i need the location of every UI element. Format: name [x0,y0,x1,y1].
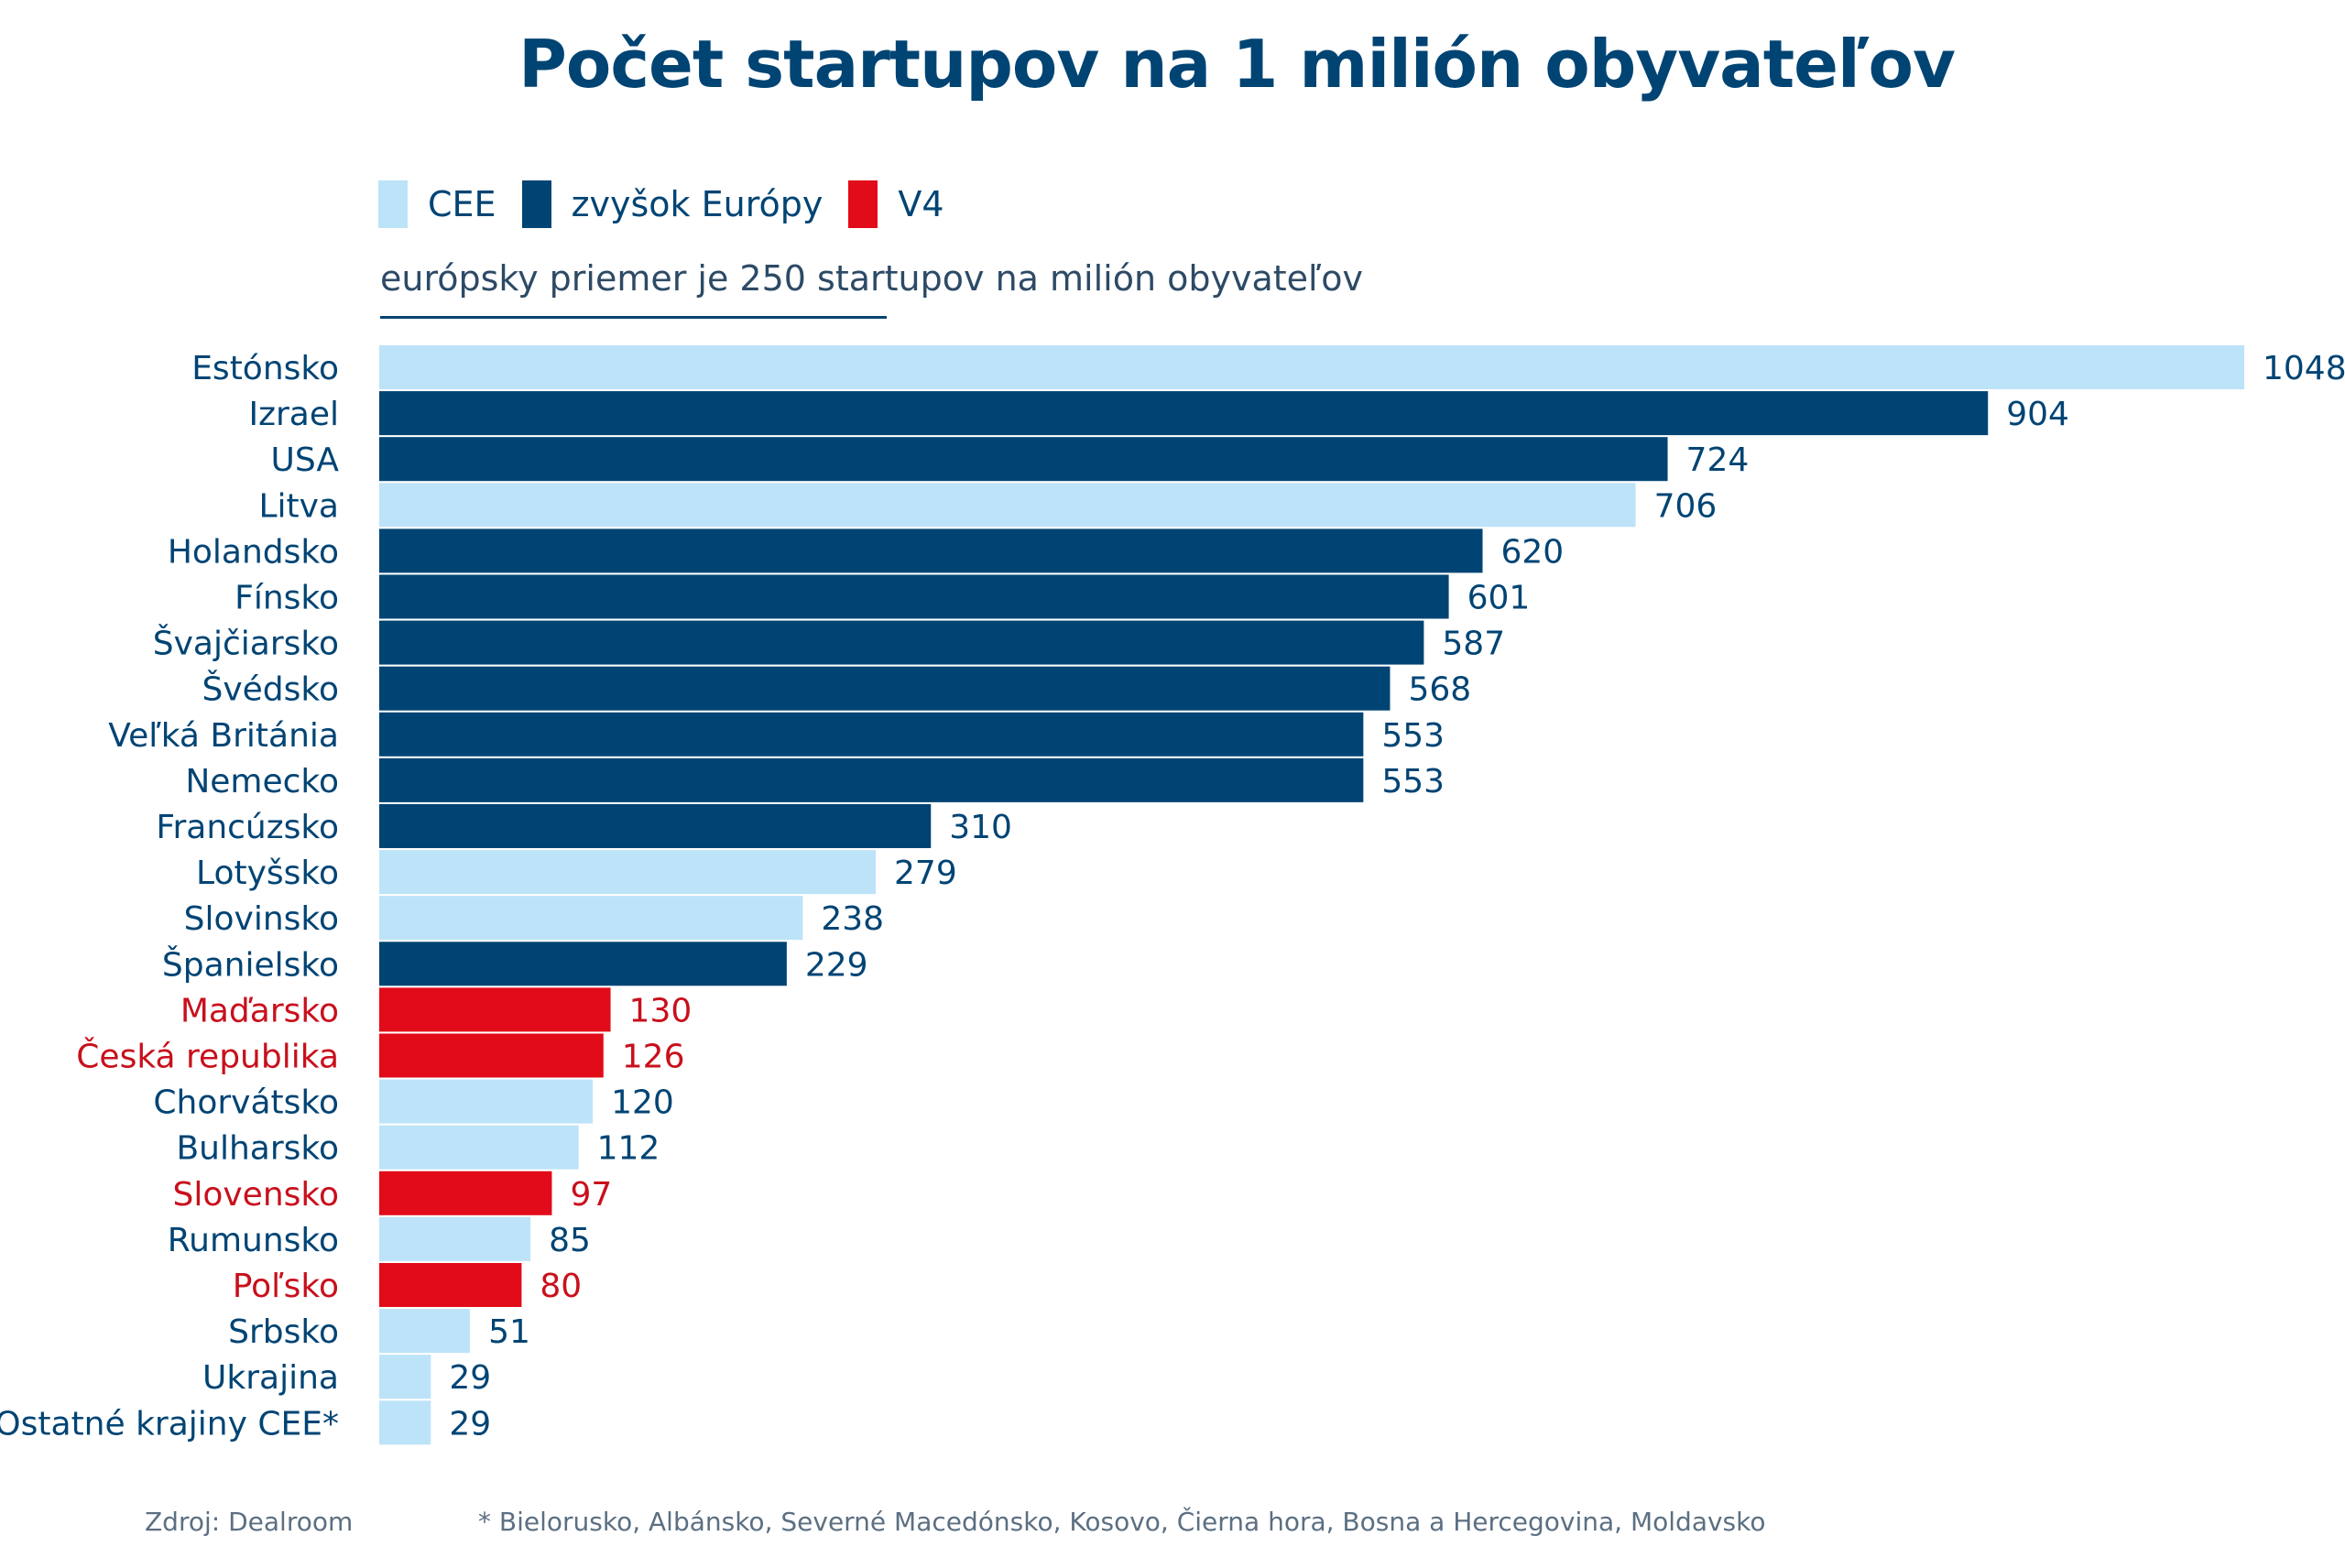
value-label-holandsko: 620 [1501,533,1565,571]
bar-nemecko [379,757,1364,802]
category-label-nemecko: Nemecko [185,763,339,800]
bar-ostatne-krajiny-cee [379,1400,431,1445]
value-label-estonsko: 1048 [2263,350,2345,387]
note-underline [380,316,887,319]
bar-bulharsko [379,1125,579,1170]
category-label-svajciarsko: Švajčiarsko [153,625,339,663]
value-label-polsko: 80 [540,1268,582,1305]
bar-slovensko [379,1171,552,1215]
category-label-slovinsko: Slovinsko [184,900,339,938]
value-label-lotyssko: 279 [894,855,957,892]
category-label-lotyssko: Lotyšsko [196,855,339,892]
bar-finsko [379,574,1449,619]
bar-ceska-republika [379,1033,604,1078]
legend-label-v4: V4 [898,184,944,224]
bar-madarsko [379,987,611,1032]
category-label-srbsko: Srbsko [228,1313,339,1351]
category-label-rumunsko: Rumunsko [168,1222,339,1259]
category-label-finsko: Fínsko [234,580,339,617]
category-label-svedsko: Švédsko [202,670,339,709]
category-label-chorvatsko: Chorvátsko [153,1084,339,1122]
category-label-holandsko: Holandsko [168,533,339,571]
legend-label-rest-of-europe: zvyšok Európy [571,184,823,224]
category-label-estonsko: Estónsko [191,350,339,387]
value-label-srbsko: 51 [488,1313,530,1351]
value-label-litva: 706 [1654,487,1718,525]
value-label-madarsko: 130 [629,992,693,1029]
chart-title: Počet startupov na 1 milión obyvateľov [518,26,1956,103]
bar-spanielsko [379,942,787,986]
value-label-slovensko: 97 [570,1176,612,1214]
bar-izrael [379,391,1989,436]
bar-polsko [379,1263,522,1307]
value-label-svedsko: 568 [1408,671,1471,709]
source-note: Zdroj: Dealroom [145,1507,354,1537]
value-label-nemecko: 553 [1381,763,1445,800]
category-label-polsko: Poľsko [233,1268,339,1305]
value-label-velka-britania: 553 [1381,717,1445,755]
value-label-bulharsko: 112 [597,1130,660,1168]
european-average-note: európsky priemer je 250 startupov na mil… [380,258,1364,299]
category-label-spanielsko: Španielsko [162,945,339,984]
bar-litva [379,483,1636,528]
bar-francuzsko [379,804,932,848]
bar-svedsko [379,666,1391,711]
bar-chorvatsko [379,1079,594,1124]
category-label-usa: USA [271,441,340,479]
value-label-izrael: 904 [2006,396,2069,433]
bar-rumunsko [379,1216,531,1261]
category-label-litva: Litva [258,487,339,525]
value-label-rumunsko: 85 [549,1222,591,1259]
category-label-ostatne-krajiny-cee: Ostatné krajiny CEE* [0,1405,339,1443]
legend-item-rest-of-europe: zvyšok Európy [521,180,823,228]
bar-velka-britania [379,712,1364,757]
value-label-ceska-republika: 126 [622,1039,685,1076]
value-label-spanielsko: 229 [805,946,868,984]
value-label-slovinsko: 238 [821,900,884,938]
category-label-slovensko: Slovensko [173,1176,340,1214]
category-label-izrael: Izrael [248,396,339,433]
value-label-svajciarsko: 587 [1442,626,1505,663]
legend-label-cee: CEE [428,184,496,224]
category-label-ukrajina: Ukrajina [202,1359,339,1397]
legend-item-cee: CEE [378,180,496,228]
legend-swatch-v4 [848,180,878,228]
bar-lotyssko [379,850,877,895]
category-label-madarsko: Maďarsko [180,992,339,1029]
category-label-velka-britania: Veľká Británia [108,717,339,755]
bar-holandsko [379,528,1483,573]
category-label-francuzsko: Francúzsko [156,809,339,846]
value-label-francuzsko: 310 [949,809,1012,846]
legend-swatch-cee [378,180,408,228]
category-label-ceska-republika: Česká republika [76,1038,339,1076]
legend: CEE zvyšok Európy V4 [378,179,970,230]
value-label-ukrajina: 29 [449,1359,491,1397]
bar-ukrajina [379,1355,431,1399]
value-label-ostatne-krajiny-cee: 29 [449,1405,491,1443]
bar-usa [379,437,1668,482]
bar-slovinsko [379,896,803,941]
bar-svajciarsko [379,620,1424,665]
category-label-bulharsko: Bulharsko [176,1130,339,1168]
legend-swatch-rest-of-europe [521,180,551,228]
bar-srbsko [379,1309,471,1354]
legend-item-v4: V4 [848,180,944,228]
bar-estonsko [379,345,2244,389]
footnote: * Bielorusko, Albánsko, Severné Macedóns… [478,1507,1766,1537]
value-label-usa: 724 [1686,441,1750,479]
value-label-chorvatsko: 120 [611,1084,674,1122]
value-label-finsko: 601 [1467,580,1531,617]
